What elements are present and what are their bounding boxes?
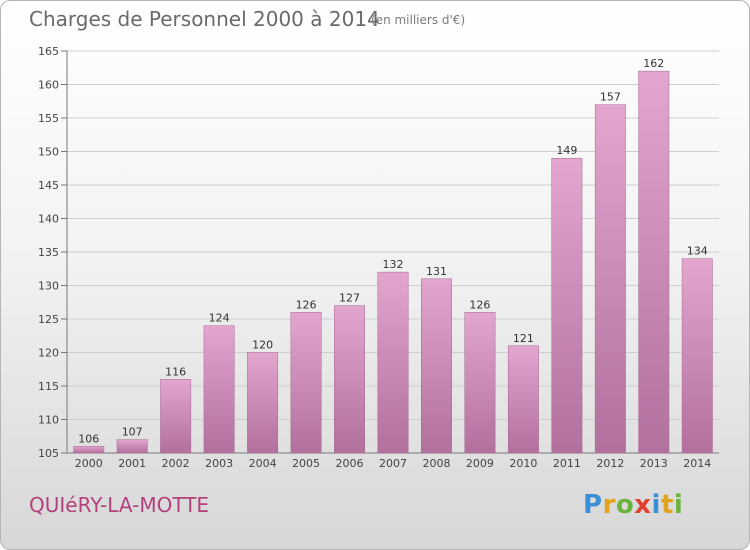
x-tick-label: 2013 [640, 457, 668, 470]
bar-2007 [377, 271, 409, 454]
bar-2014 [681, 258, 713, 454]
data-label: 134 [687, 245, 708, 258]
x-tick-label: 2002 [162, 457, 190, 470]
bar-2005 [290, 312, 322, 454]
x-tick-label: 2014 [683, 457, 711, 470]
bar-2003 [203, 325, 235, 454]
x-tick-label: 2009 [466, 457, 494, 470]
y-tick-label: 135 [38, 246, 59, 259]
bar-2008 [421, 278, 452, 454]
data-label: 120 [252, 339, 273, 352]
x-tick-label: 2010 [509, 457, 537, 470]
logo-letter: x [634, 490, 652, 520]
x-tick-label: 2011 [553, 457, 581, 470]
data-label: 126 [469, 298, 490, 311]
bar-2001 [116, 439, 148, 454]
bar-2011 [551, 157, 583, 454]
logo-letter: r [602, 490, 616, 520]
x-tick-label: 2008 [422, 457, 450, 470]
logo-letter: P [583, 490, 603, 520]
x-tick-label: 2001 [118, 457, 146, 470]
y-tick-label: 165 [38, 45, 59, 58]
x-tick-label: 2006 [336, 457, 364, 470]
chart-subtitle: (en milliers d'€) [371, 13, 466, 27]
town-name: QUIéRY-LA-MOTTE [29, 493, 210, 517]
data-label: 127 [339, 292, 360, 305]
y-tick-label: 150 [38, 146, 59, 159]
bar-2009 [464, 312, 496, 454]
data-label: 121 [513, 332, 534, 345]
bar-2010 [507, 345, 539, 454]
chart-title: Charges de Personnel 2000 à 2014 [29, 7, 380, 31]
y-tick-label: 110 [38, 414, 59, 427]
x-tick-label: 2000 [75, 457, 103, 470]
data-label: 131 [426, 265, 447, 278]
proxiti-logo[interactable]: Proxiti [583, 490, 683, 520]
y-tick-label: 105 [38, 447, 59, 460]
y-tick-label: 140 [38, 213, 59, 226]
y-tick-label: 120 [38, 347, 59, 360]
bar-2002 [160, 379, 192, 454]
y-tick-label: 155 [38, 112, 59, 125]
y-tick-label: 125 [38, 313, 59, 326]
x-tick-label: 2005 [292, 457, 320, 470]
data-label: 162 [643, 57, 664, 70]
bar-2006 [334, 305, 365, 454]
bar-2012 [594, 104, 626, 454]
data-label: 116 [165, 365, 186, 378]
data-label: 106 [78, 432, 99, 445]
data-label: 124 [209, 312, 230, 325]
bar-2004 [247, 352, 279, 454]
data-label: 107 [122, 426, 143, 439]
data-label: 126 [296, 298, 317, 311]
y-tick-label: 145 [38, 179, 59, 192]
y-tick-label: 115 [38, 380, 59, 393]
bar-2013 [638, 70, 670, 454]
data-label: 149 [556, 144, 577, 157]
data-label: 132 [383, 258, 404, 271]
x-tick-label: 2007 [379, 457, 407, 470]
logo-letter: i [651, 490, 661, 520]
bar-2000 [73, 446, 105, 454]
data-label: 157 [600, 91, 621, 104]
x-tick-label: 2012 [596, 457, 624, 470]
x-tick-label: 2004 [249, 457, 277, 470]
x-tick-label: 2003 [205, 457, 233, 470]
logo-letter: t [660, 490, 674, 520]
logo-letter: i [673, 490, 684, 520]
logo-letter: o [615, 490, 635, 520]
y-tick-label: 160 [38, 79, 59, 92]
y-tick-label: 130 [38, 280, 59, 293]
